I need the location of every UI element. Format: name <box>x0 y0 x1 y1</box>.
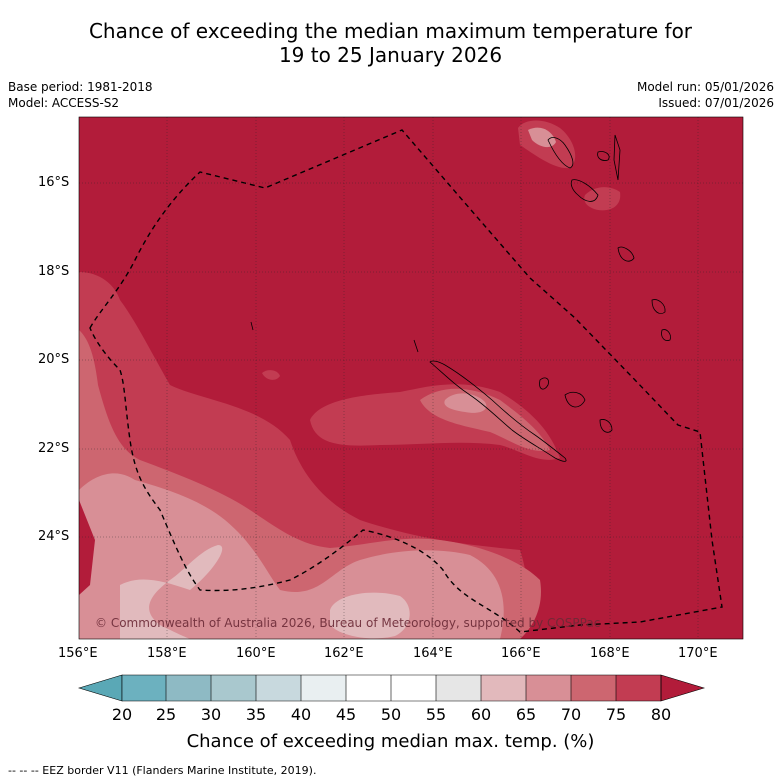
tanna-coast <box>651 299 666 314</box>
map-frame <box>78 116 744 640</box>
lon-label-170e: 170°E <box>678 646 718 661</box>
copyright-text: © Commonwealth of Australia 2026, Bureau… <box>95 616 600 630</box>
model-run: Model run: 05/01/2026 <box>636 80 774 94</box>
aneityum-coast <box>661 329 671 341</box>
colorbar-bin-55-60 <box>436 675 481 701</box>
colorbar-bin-50-55 <box>391 675 436 701</box>
issued-date: Issued: 07/01/2026 <box>658 96 774 110</box>
colorbar-tick-25: 25 <box>155 705 177 724</box>
field-60-region-west <box>120 545 223 639</box>
new-caledonia-coast <box>429 360 567 462</box>
lat-label-22s: 22°S <box>38 441 70 456</box>
chart-title-line2: 19 to 25 January 2026 <box>278 43 503 67</box>
colorbar-tick-45: 45 <box>335 705 357 724</box>
colorbar-tick-65: 65 <box>515 705 537 724</box>
lat-label-16s: 16°S <box>38 175 70 190</box>
lon-label-158e: 158°E <box>147 646 187 661</box>
base-period: Base period: 1981-2018 <box>8 80 153 94</box>
field-60-region-south <box>330 592 410 639</box>
colorbar-tick-20: 20 <box>111 705 133 724</box>
loyalty-islands-coast-3 <box>599 419 613 433</box>
pentecost-coast <box>613 134 621 181</box>
lon-label-164e: 164°E <box>413 646 453 661</box>
colorbar-tick-50: 50 <box>380 705 402 724</box>
colorbar-tick-60: 60 <box>470 705 492 724</box>
eez-border <box>89 129 723 633</box>
field-75-islet <box>262 370 280 380</box>
eez-footnote: -- -- -- EEZ border V11 (Flanders Marine… <box>8 764 317 777</box>
colorbar-bin-30-35 <box>211 675 256 701</box>
model-name: Model: ACCESS-S2 <box>8 96 120 110</box>
colorbar-bin-20-25 <box>122 675 166 701</box>
lon-label-166e: 166°E <box>501 646 541 661</box>
colorbar-bin-65-70 <box>526 675 571 701</box>
lat-label-18s: 18°S <box>38 264 70 279</box>
field-65-newcal <box>444 393 487 413</box>
lat-label-20s: 20°S <box>38 352 70 367</box>
lat-label-24s: 24°S <box>38 529 70 544</box>
malakula-coast <box>570 179 599 202</box>
lon-label-168e: 168°E <box>590 646 630 661</box>
colorbar-extend-low <box>77 674 123 702</box>
colorbar-extend-high <box>660 674 706 702</box>
colorbar-tick-75: 75 <box>605 705 627 724</box>
probability-field <box>79 117 743 639</box>
colorbar-tick-70: 70 <box>560 705 582 724</box>
field-75-vanuatu-mid <box>584 187 621 211</box>
colorbar-bin-75-80 <box>616 675 661 701</box>
loyalty-islands-coast-2 <box>564 391 586 408</box>
colorbar-title: Chance of exceeding median max. temp. (%… <box>186 731 595 752</box>
islet-coast <box>413 339 419 353</box>
chart-title-line1: Chance of exceeding the median maximum t… <box>88 19 693 43</box>
colorbar-bin-45-50 <box>346 675 391 701</box>
lon-label-162e: 162°E <box>324 646 364 661</box>
colorbar-bin-25-30 <box>166 675 211 701</box>
chesterfield-coast <box>250 321 254 331</box>
colorbar-bin-60-65 <box>481 675 526 701</box>
field-65-islet <box>155 492 175 502</box>
colorbar-bin-40-45 <box>301 675 346 701</box>
efate-coast <box>617 246 635 262</box>
ambae-coast <box>597 151 610 161</box>
coastlines <box>250 134 671 462</box>
colorbar-tick-55: 55 <box>425 705 447 724</box>
espiritu-santo-coast <box>547 137 574 169</box>
field-80-pocket <box>79 500 95 595</box>
colorbar-bin-35-40 <box>256 675 301 701</box>
colorbar-tick-40: 40 <box>290 705 312 724</box>
colorbar-tick-80: 80 <box>650 705 672 724</box>
colorbar-tick-35: 35 <box>245 705 267 724</box>
colorbar-bin-70-75 <box>571 675 616 701</box>
lon-label-156e: 156°E <box>58 646 98 661</box>
gridlines <box>79 117 743 639</box>
loyalty-islands-coast-1 <box>539 377 549 390</box>
lon-label-160e: 160°E <box>236 646 276 661</box>
colorbar <box>77 674 706 702</box>
colorbar-tick-30: 30 <box>200 705 222 724</box>
